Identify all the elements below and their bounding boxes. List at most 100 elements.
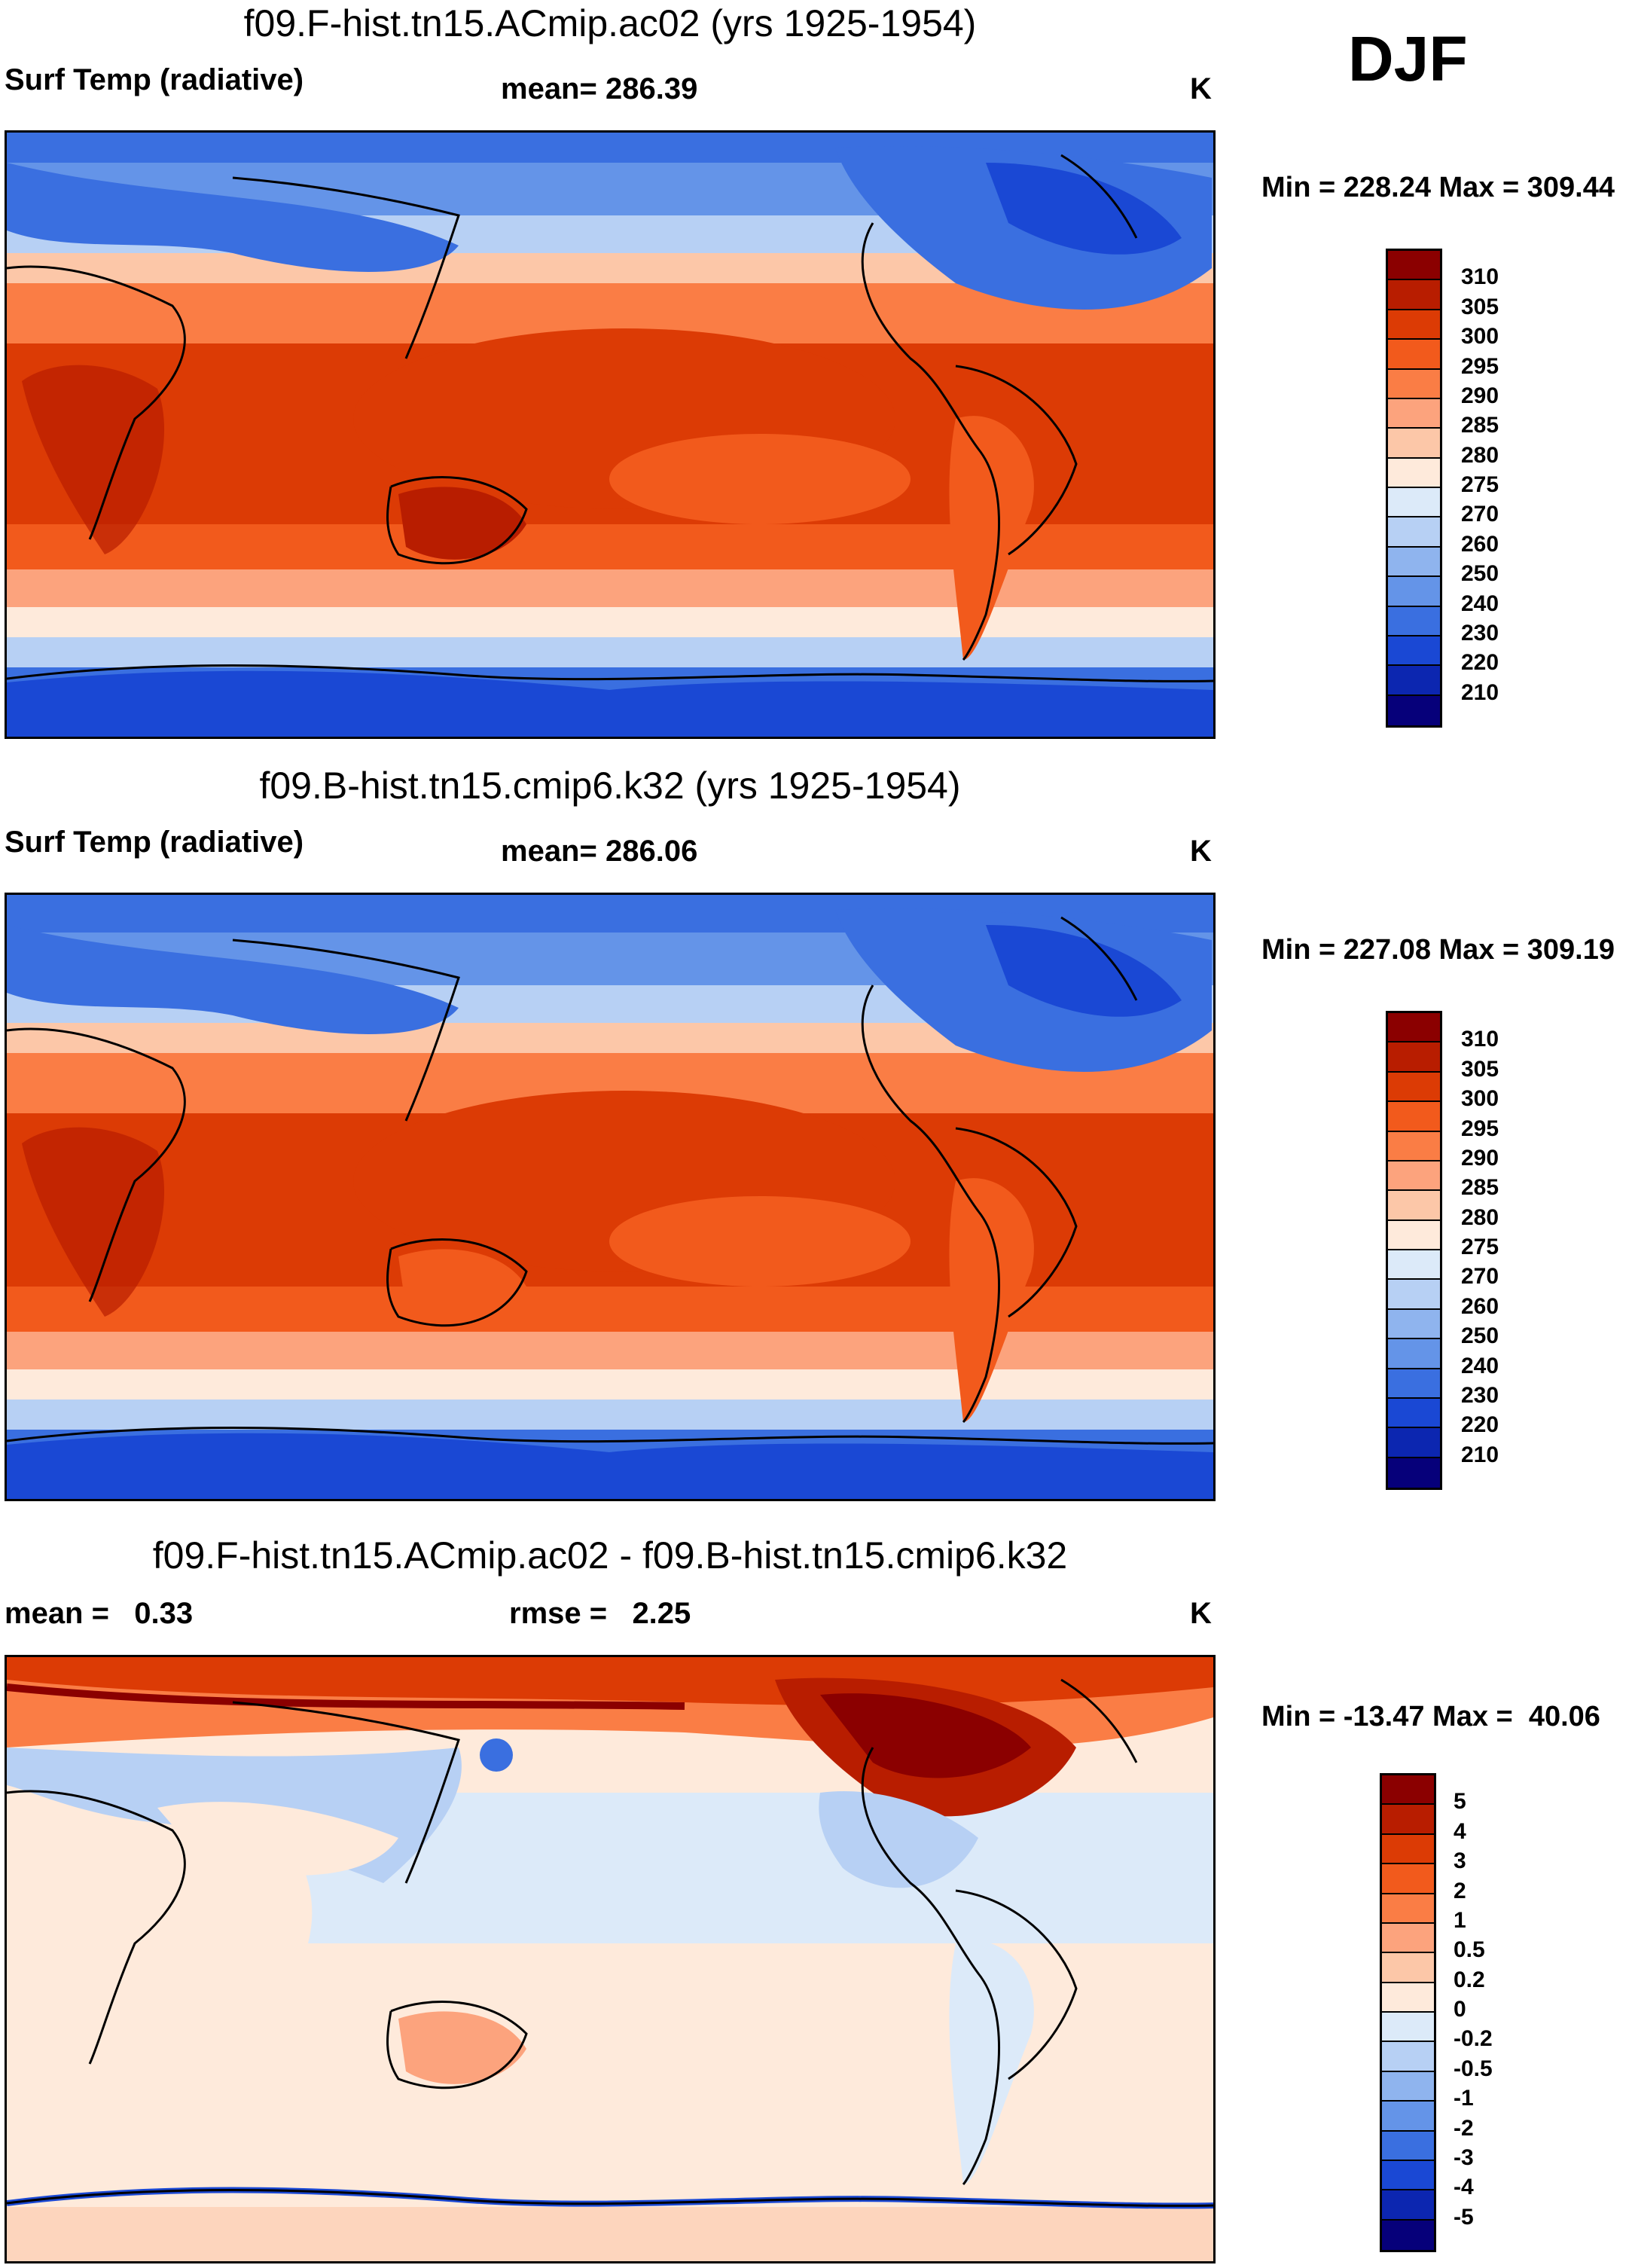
panel-1-title: f09.F-hist.tn15.ACmip.ac02 (yrs 1925-195… [243, 2, 977, 44]
panel-1-mean-label: mean= 286.39 [501, 72, 698, 105]
colorbar-tick-label: 0.5 [1454, 1937, 1485, 1963]
panel-3-rmse-label: rmse = 2.25 [509, 1597, 691, 1630]
colorbar-tick-label: 230 [1461, 1382, 1499, 1408]
panel-3-mean-label: mean = 0.33 [5, 1597, 194, 1630]
colorbar-tick-label: 210 [1461, 1442, 1499, 1467]
panel-1-colorbar [1386, 249, 1442, 728]
colorbar-swatch [1382, 2102, 1434, 2132]
colorbar-tick-label: 275 [1461, 1235, 1499, 1259]
colorbar-swatch [1388, 517, 1440, 548]
colorbar-swatch [1388, 340, 1440, 370]
colorbar-swatch [1388, 1458, 1440, 1488]
colorbar-swatch [1388, 606, 1440, 636]
colorbar-swatch [1388, 429, 1440, 459]
colorbar-tick-label: 300 [1461, 324, 1499, 350]
panel-3-colorbar-ticks: 5 4 3 2 1 0.5 0.2 0 -0.2 -0.5 -1 -2 -3 -4 -5 [1454, 1773, 1544, 2252]
colorbar-swatch [1382, 1834, 1434, 1865]
colorbar-tick-label: 270 [1461, 502, 1499, 527]
panel-2-colorbar [1386, 1011, 1442, 1490]
colorbar-swatch [1388, 1131, 1440, 1161]
colorbar-tick-label: -4 [1454, 2175, 1474, 2200]
colorbar-swatch [1388, 1250, 1440, 1281]
colorbar-swatch [1388, 1369, 1440, 1399]
colorbar-swatch [1388, 1339, 1440, 1369]
panel-3-title: f09.F-hist.tn15.ACmip.ac02 - f09.B-hist.… [152, 1534, 1068, 1577]
colorbar-tick-label: 295 [1461, 353, 1499, 379]
colorbar-tick-label: 285 [1461, 1175, 1499, 1201]
colorbar-swatch [1388, 1102, 1440, 1132]
colorbar-swatch [1382, 1864, 1434, 1894]
colorbar-swatch [1388, 1161, 1440, 1192]
colorbar-tick-label: -0.5 [1454, 2056, 1493, 2081]
colorbar-swatch [1382, 2071, 1434, 2102]
panel-1-variable-label: Surf Temp (radiative) [5, 63, 304, 96]
season-label: DJF [1348, 23, 1468, 94]
colorbar-tick-label: -0.2 [1454, 2026, 1493, 2052]
colorbar-tick-label: 210 [1461, 679, 1499, 705]
colorbar-tick-label: 290 [1461, 383, 1499, 408]
colorbar-tick-label: 1 [1454, 1907, 1466, 1933]
colorbar-swatch [1388, 1309, 1440, 1340]
panel-3-units: K [1190, 1597, 1212, 1630]
panel-2-mean-label: mean= 286.06 [501, 835, 698, 868]
colorbar-tick-label: 0.2 [1454, 1967, 1485, 1992]
panel-3-minmax: Min = -13.47 Max = 40.06 [1261, 1701, 1600, 1732]
colorbar-tick-label: 280 [1461, 1204, 1499, 1230]
colorbar-tick-label: 260 [1461, 1293, 1499, 1319]
colorbar-tick-label: 3 [1454, 1848, 1466, 1874]
colorbar-swatch [1388, 1042, 1440, 1073]
panel-2-colorbar-ticks: 310 305 300 295 290 285 280 275 270 260 250 240 230 2… [1461, 1011, 1551, 1490]
colorbar-swatch [1388, 1398, 1440, 1429]
colorbar-tick-label: 270 [1461, 1264, 1499, 1290]
colorbar-swatch [1382, 1983, 1434, 2013]
colorbar-tick-label: 285 [1461, 413, 1499, 438]
colorbar-tick-label: 220 [1461, 1412, 1499, 1438]
colorbar-tick-label: 290 [1461, 1145, 1499, 1171]
colorbar-swatch [1382, 1805, 1434, 1835]
colorbar-swatch [1382, 1923, 1434, 1954]
colorbar-swatch [1382, 1953, 1434, 1983]
colorbar-tick-label: 275 [1461, 472, 1499, 497]
colorbar-swatch [1388, 1220, 1440, 1250]
colorbar-tick-label: 5 [1454, 1789, 1466, 1815]
colorbar-swatch [1382, 2013, 1434, 2043]
colorbar-tick-label: 250 [1461, 1323, 1499, 1349]
colorbar-tick-label: 0 [1454, 1997, 1466, 2022]
panel-2-map [5, 893, 1216, 1501]
colorbar-swatch [1382, 2220, 1434, 2250]
colorbar-tick-label: 295 [1461, 1116, 1499, 1141]
colorbar-tick-label: 305 [1461, 294, 1499, 319]
panel-3-map [5, 1655, 1216, 2263]
colorbar-swatch [1388, 1072, 1440, 1103]
colorbar-swatch [1388, 1280, 1440, 1310]
colorbar-swatch [1382, 2131, 1434, 2161]
panel-1-colorbar-ticks: 310 305 300 295 290 285 280 275 270 260 250 240 230 2… [1461, 249, 1551, 728]
colorbar-swatch [1388, 636, 1440, 667]
panel-1-minmax: Min = 228.24 Max = 309.44 [1261, 172, 1615, 203]
colorbar-swatch [1388, 695, 1440, 725]
colorbar-swatch [1388, 1013, 1440, 1043]
colorbar-swatch [1388, 666, 1440, 696]
colorbar-swatch [1382, 2042, 1434, 2072]
colorbar-swatch [1388, 577, 1440, 607]
panel-1-map [5, 130, 1216, 739]
colorbar-swatch [1382, 1894, 1434, 1924]
colorbar-tick-label: 4 [1454, 1818, 1466, 1844]
colorbar-swatch [1388, 1428, 1440, 1458]
colorbar-swatch [1382, 1775, 1434, 1806]
colorbar-swatch [1382, 2190, 1434, 2221]
panel-2-minmax: Min = 227.08 Max = 309.19 [1261, 934, 1615, 966]
colorbar-tick-label: 305 [1461, 1056, 1499, 1082]
colorbar-swatch [1388, 458, 1440, 488]
colorbar-tick-label: 280 [1461, 442, 1499, 468]
colorbar-swatch [1382, 2160, 1434, 2191]
panel-2-units: K [1190, 835, 1212, 868]
panel-1-units: K [1190, 72, 1212, 105]
colorbar-swatch [1388, 547, 1440, 578]
colorbar-swatch [1388, 488, 1440, 518]
colorbar-swatch [1388, 310, 1440, 340]
colorbar-tick-label: 240 [1461, 1353, 1499, 1378]
colorbar-tick-label: -5 [1454, 2204, 1474, 2230]
colorbar-tick-label: 2 [1454, 1878, 1466, 1903]
colorbar-tick-label: -1 [1454, 2086, 1474, 2111]
